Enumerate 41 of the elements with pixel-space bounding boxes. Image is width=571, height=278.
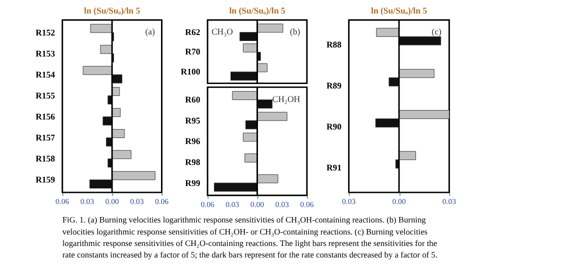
- y-tick-label: R153: [36, 48, 56, 59]
- y-tick-label: R157: [36, 132, 56, 143]
- y-tick-label: R99: [185, 178, 201, 188]
- y-tick-label: R154: [36, 70, 56, 80]
- x-tick-label: 0.03: [342, 197, 356, 206]
- y-tick-label: R95: [185, 115, 201, 126]
- chart-title: ln (Su/Suₒ)/ln 5: [229, 5, 286, 16]
- y-tick-label: R96: [185, 136, 201, 146]
- x-tick-label: 0.06: [56, 197, 70, 206]
- x-tick-label: 0.06: [154, 197, 169, 206]
- y-tick-label: R70: [185, 46, 201, 57]
- x-tick-label: 0.06: [300, 200, 314, 210]
- y-tick-label: R100: [180, 66, 201, 76]
- x-tick-label: 0.03: [80, 197, 94, 206]
- x-tick-label: 0.00: [392, 197, 406, 206]
- annotation: CH₂OH: [272, 94, 301, 104]
- x-tick-label: 0.06: [200, 200, 214, 210]
- y-tick-label: R90: [326, 122, 342, 132]
- annotation: (b): [290, 26, 300, 37]
- x-tick-label: 0.00: [105, 197, 119, 206]
- y-tick-label: R155: [36, 90, 56, 101]
- y-tick-label: R91: [326, 162, 342, 173]
- y-tick-label: R62: [185, 26, 200, 37]
- y-tick-label: R88: [326, 40, 342, 50]
- chart-title: ln (Su/Suₒ)/ln 5: [371, 5, 428, 16]
- chart-title: ln (Su/Suₒ)/ln 5: [84, 5, 141, 16]
- y-tick-label: R158: [36, 154, 56, 164]
- y-tick-label: R89: [326, 80, 342, 91]
- y-tick-label: R152: [36, 28, 56, 38]
- y-tick-label: R159: [36, 174, 56, 185]
- y-tick-label: R98: [185, 157, 201, 168]
- annotation: (c): [432, 26, 442, 37]
- annotation: CH₃O: [211, 26, 233, 37]
- x-tick-label: 0.03: [130, 197, 144, 206]
- y-tick-label: R60: [185, 94, 201, 105]
- x-tick-label: 0.03: [442, 197, 456, 206]
- annotation: (a): [145, 26, 156, 37]
- x-tick-label: 0.03: [275, 200, 290, 210]
- x-tick-label: 0.00: [250, 200, 264, 210]
- x-tick-label: 0.03: [226, 200, 240, 210]
- y-tick-label: R156: [36, 112, 56, 122]
